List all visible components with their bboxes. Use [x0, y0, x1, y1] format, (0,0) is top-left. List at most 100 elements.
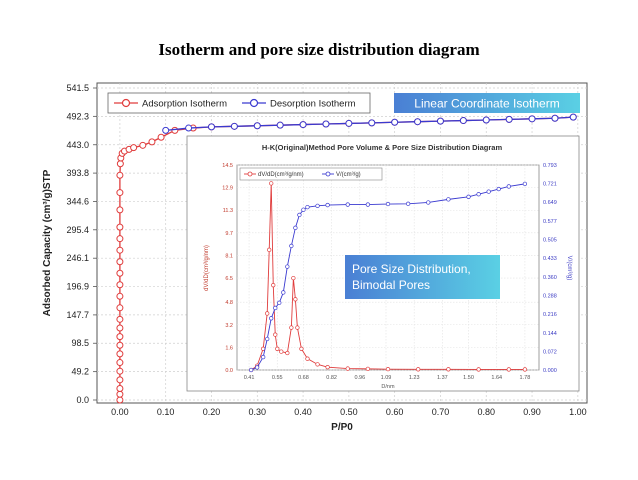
- inset-y-axis-label: dV/dD(cm³/g/nm): [204, 245, 210, 291]
- inset-y-tick-label: 4.8: [225, 300, 233, 306]
- main-x-tick-label: 0.60: [386, 407, 404, 417]
- desorption-point: [322, 120, 330, 128]
- pore-volume-point: [365, 202, 371, 207]
- desorption-point: [368, 119, 376, 127]
- adsorption-point: [116, 367, 124, 375]
- desorption-point: [482, 116, 490, 124]
- inset-legend: dV/dD(cm³/g/nm) V/(cm³/g): [239, 167, 383, 181]
- main-tick-labels: 0.00 0.10 0.20 0.30 0.40 0.50 0.60 0.70 0.80 0.90…: [66, 83, 586, 417]
- pore-volume-point: [405, 201, 411, 206]
- inset-y2-tick-label: 0.649: [543, 200, 557, 206]
- inset-x-tick-label: 0.82: [326, 375, 337, 381]
- inset-y2-tick-label: 0.433: [543, 256, 557, 262]
- inset-legend-label-v: V/(cm³/g): [336, 172, 361, 178]
- inset-y2-axis-label: V/(cm³/g): [566, 256, 572, 281]
- pore-volume-point: [345, 202, 350, 207]
- pore-volume-point: [522, 181, 528, 187]
- inset-y-tick-label: 14.5: [222, 163, 233, 169]
- pore-volume-point: [385, 201, 391, 207]
- dvdd-point: [295, 325, 300, 330]
- adsorption-point: [130, 144, 138, 152]
- adsorption-point: [116, 206, 124, 214]
- pore-volume-point: [293, 225, 298, 230]
- adsorption-point: [116, 341, 124, 349]
- inset-y2-tick-label: 0.144: [543, 331, 557, 337]
- legend-marker-adsorption: [121, 98, 131, 108]
- desorption-point: [391, 118, 399, 126]
- dvdd-point: [365, 366, 371, 372]
- desorption-point: [459, 117, 467, 125]
- pore-volume-point: [476, 192, 481, 197]
- desorption-point: [528, 115, 536, 123]
- dvdd-point: [522, 367, 528, 372]
- main-x-tick-label: 0.80: [477, 407, 495, 417]
- adsorption-point: [116, 235, 124, 243]
- inset-title: H-K(Original)Method Pore Volume & Pore S…: [262, 143, 503, 152]
- pore-volume-point: [496, 186, 501, 192]
- legend-label-adsorption: Adsorption Isotherm: [142, 99, 227, 110]
- pore-volume-point: [261, 354, 266, 360]
- inset-legend-marker-dvdd: [247, 171, 253, 177]
- main-x-tick-label: 0.70: [432, 407, 450, 417]
- inset-y2-tick-label: 0.216: [543, 312, 557, 318]
- dvdd-point: [279, 349, 284, 354]
- main-y-tick-label: 295.4: [66, 225, 89, 235]
- adsorption-point: [116, 292, 124, 300]
- main-x-axis-label: P/P0: [331, 422, 353, 433]
- main-y-tick-label: 49.2: [71, 367, 89, 377]
- adsorption-point: [116, 269, 124, 277]
- dvdd-point: [315, 362, 320, 367]
- inset-x-tick-label: 0.55: [272, 375, 283, 381]
- adsorption-point: [116, 390, 124, 398]
- inset-y2-tick-label: 0.505: [543, 237, 557, 243]
- pore-volume-point: [265, 336, 270, 342]
- desorption-point: [185, 124, 193, 132]
- psd-annotation-badge: [345, 255, 500, 299]
- pore-volume-point: [506, 184, 511, 189]
- adsorption-point: [116, 384, 124, 392]
- inset-y-tick-label: 0.0: [225, 368, 233, 374]
- desorption-point: [551, 114, 559, 122]
- dvdd-point: [385, 367, 391, 372]
- adsorption-point: [139, 141, 147, 149]
- main-series: [116, 113, 577, 404]
- adsorption-point: [116, 304, 124, 312]
- inset-series: [248, 181, 528, 373]
- pore-volume-point: [289, 243, 294, 249]
- dvdd-point: [506, 367, 511, 372]
- inset-legend-marker-v: [325, 171, 331, 177]
- adsorption-point: [116, 223, 124, 231]
- dvdd-point: [291, 275, 296, 281]
- inset-x-tick-label: 1.37: [437, 375, 448, 381]
- inset-x-tick-label: 1.23: [409, 375, 420, 381]
- inset-y-tick-label: 9.7: [225, 231, 233, 237]
- inset-x-tick-label: 1.78: [520, 375, 531, 381]
- adsorption-point: [116, 171, 124, 179]
- inset-y-tick-label: 6.5: [225, 276, 233, 282]
- main-x-tick-label: 0.40: [294, 407, 312, 417]
- dvdd-point: [275, 346, 280, 351]
- main-x-tick-label: 0.10: [157, 407, 175, 417]
- pore-volume-point: [315, 203, 320, 208]
- inset-y-tick-label: 11.3: [223, 208, 233, 214]
- main-y-axis-label: Adsorbed Capacity (cm³/g)STP: [42, 169, 53, 316]
- desorption-point: [162, 126, 170, 134]
- adsorption-point: [116, 333, 124, 341]
- main-y-tick-label: 541.5: [66, 83, 89, 93]
- pore-volume-point: [486, 189, 491, 194]
- dvdd-point: [345, 366, 350, 371]
- main-y-tick-label: 0.0: [76, 395, 89, 405]
- inset-y-tick-label: 8.1: [225, 253, 233, 259]
- pore-volume-point: [277, 300, 282, 305]
- desorption-point: [505, 115, 513, 123]
- inset-y-tick-label: 3.2: [225, 323, 233, 329]
- adsorption-point: [116, 246, 124, 254]
- dvdd-point: [299, 346, 304, 351]
- pore-volume-point: [301, 207, 306, 212]
- pore-volume-point: [305, 204, 310, 210]
- dvdd-point: [289, 325, 294, 330]
- adsorption-point: [116, 396, 124, 404]
- adsorption-point: [116, 281, 124, 289]
- main-x-tick-label: 1.00: [569, 407, 587, 417]
- adsorption-point: [157, 133, 165, 141]
